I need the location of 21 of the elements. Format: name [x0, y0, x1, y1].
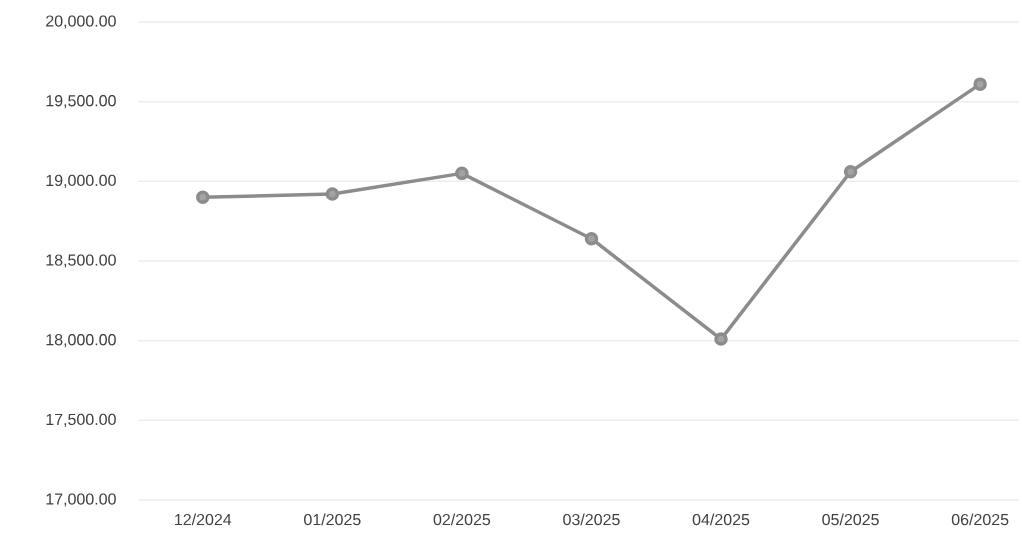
y-tick-label: 19,500.00 [46, 95, 116, 109]
x-tick-label: 02/2025 [433, 513, 491, 526]
y-tick-label: 18,500.00 [46, 254, 116, 268]
y-tick-label: 19,000.00 [46, 174, 116, 188]
point [325, 187, 340, 201]
point [455, 166, 469, 181]
y-tick-label: 18,000.00 [46, 334, 116, 348]
point [196, 190, 210, 205]
y-tick-label: 17,000.00 [46, 493, 116, 507]
x-tick-label: 05/2025 [822, 513, 879, 526]
x-tick-label: 03/2025 [563, 513, 620, 526]
y-tick-label: 17,500.00 [46, 413, 116, 427]
x-tick-label: 06/2025 [951, 513, 1009, 526]
point [843, 165, 858, 179]
point [973, 77, 987, 91]
y-tick-label: 20,000.00 [46, 15, 116, 29]
x-tick-label: 01/2025 [304, 513, 361, 526]
x-tick-label: 04/2025 [692, 513, 750, 526]
point [714, 332, 728, 346]
x-tick-label: 12/2024 [175, 513, 232, 526]
point [584, 231, 599, 246]
